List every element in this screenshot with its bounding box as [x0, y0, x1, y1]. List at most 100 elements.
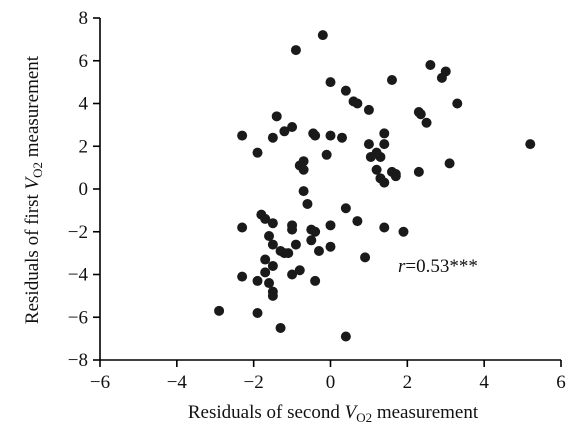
data-point: [436, 72, 447, 83]
data-point: [325, 220, 336, 231]
data-point: [340, 85, 351, 96]
data-point: [325, 130, 336, 141]
data-point: [452, 98, 463, 109]
data-point: [260, 254, 271, 265]
data-point: [310, 275, 321, 286]
axes-frame: [99, 18, 561, 361]
scatter-points: [214, 30, 536, 342]
r-symbol: r: [398, 256, 406, 277]
y-axis-title-suffix: measurement: [22, 55, 43, 162]
data-point: [264, 278, 275, 289]
data-point: [415, 109, 426, 120]
y-tick-label: −8: [68, 350, 88, 371]
data-point: [267, 218, 278, 229]
x-tick-label: −4: [167, 372, 188, 393]
data-point: [379, 139, 390, 150]
y-tick-label: 8: [79, 8, 89, 29]
data-point: [444, 158, 455, 169]
data-point: [214, 305, 225, 316]
data-point: [306, 235, 317, 246]
data-point: [267, 290, 278, 301]
y-tick-label: −2: [68, 222, 88, 243]
data-point: [352, 98, 363, 109]
y-tick-label: 2: [79, 136, 89, 157]
y-axis-title-sub-num: 2: [30, 162, 45, 169]
x-axis-title-sub-num: 2: [366, 410, 373, 425]
x-axis-title-prefix: Residuals of second: [188, 402, 345, 423]
data-point: [271, 111, 282, 122]
x-tick-label: 0: [326, 372, 336, 393]
y-axis-ticks: −8 −6 −4 −2 0 2 4 6 8: [68, 8, 100, 371]
x-tick-label: −2: [244, 372, 264, 393]
x-tick-label: 6: [556, 372, 566, 393]
data-point: [279, 126, 290, 137]
y-tick-label: 0: [79, 179, 89, 200]
data-point: [325, 241, 336, 252]
data-point: [390, 171, 401, 182]
data-point: [302, 198, 313, 209]
data-point: [386, 74, 397, 85]
data-point: [275, 245, 286, 256]
data-point: [340, 331, 351, 342]
data-point: [321, 149, 332, 160]
data-point: [283, 248, 294, 259]
data-point: [313, 245, 324, 256]
data-point: [237, 271, 248, 282]
data-point: [325, 77, 336, 88]
data-point: [290, 45, 301, 56]
data-point: [398, 226, 409, 237]
data-point: [379, 177, 390, 188]
y-axis-title-symbol: V: [22, 175, 43, 189]
data-point: [260, 213, 271, 224]
data-point: [252, 275, 263, 286]
x-tick-label: −6: [90, 372, 110, 393]
data-point: [237, 130, 248, 141]
data-point: [287, 224, 298, 235]
y-axis-title: Residuals of first VO2 measurement: [22, 55, 45, 324]
x-axis-title: Residuals of second VO2 measurement: [188, 402, 479, 425]
x-axis-title-suffix: measurement: [372, 402, 479, 423]
data-point: [310, 130, 321, 141]
data-point: [252, 307, 263, 318]
data-point: [252, 147, 263, 158]
data-point: [264, 231, 275, 242]
data-point: [267, 239, 278, 250]
data-point: [267, 132, 278, 143]
y-axis-title-sub: O: [30, 168, 45, 177]
data-point: [267, 260, 278, 271]
y-axis-title-prefix: Residuals of first: [22, 189, 43, 324]
data-point: [371, 164, 382, 175]
data-point: [287, 122, 298, 133]
x-tick-label: 2: [403, 372, 413, 393]
data-point: [379, 222, 390, 233]
data-point: [290, 239, 301, 250]
y-tick-label: 4: [79, 94, 89, 115]
data-point: [275, 322, 286, 333]
data-point: [260, 267, 271, 278]
data-point: [360, 252, 371, 263]
data-point: [298, 164, 309, 175]
data-point: [298, 186, 309, 197]
x-axis-title-symbol: V: [345, 402, 359, 423]
data-point: [337, 132, 348, 143]
data-point: [525, 139, 536, 150]
y-tick-label: −4: [68, 265, 89, 286]
data-point: [340, 203, 351, 214]
data-point: [352, 216, 363, 227]
r-value: =0.53***: [405, 256, 477, 277]
y-tick-label: 6: [79, 51, 89, 72]
y-tick-label: −6: [68, 307, 88, 328]
data-point: [421, 117, 432, 128]
data-point: [425, 60, 436, 71]
correlation-annotation: r=0.53***: [398, 256, 478, 277]
data-point: [379, 128, 390, 139]
data-point: [363, 139, 374, 150]
data-point: [237, 222, 248, 233]
data-point: [363, 104, 374, 115]
x-tick-label: 4: [479, 372, 489, 393]
data-point: [294, 265, 305, 276]
data-point: [310, 226, 321, 237]
data-point: [317, 30, 328, 41]
x-axis-title-sub: O: [356, 410, 365, 425]
